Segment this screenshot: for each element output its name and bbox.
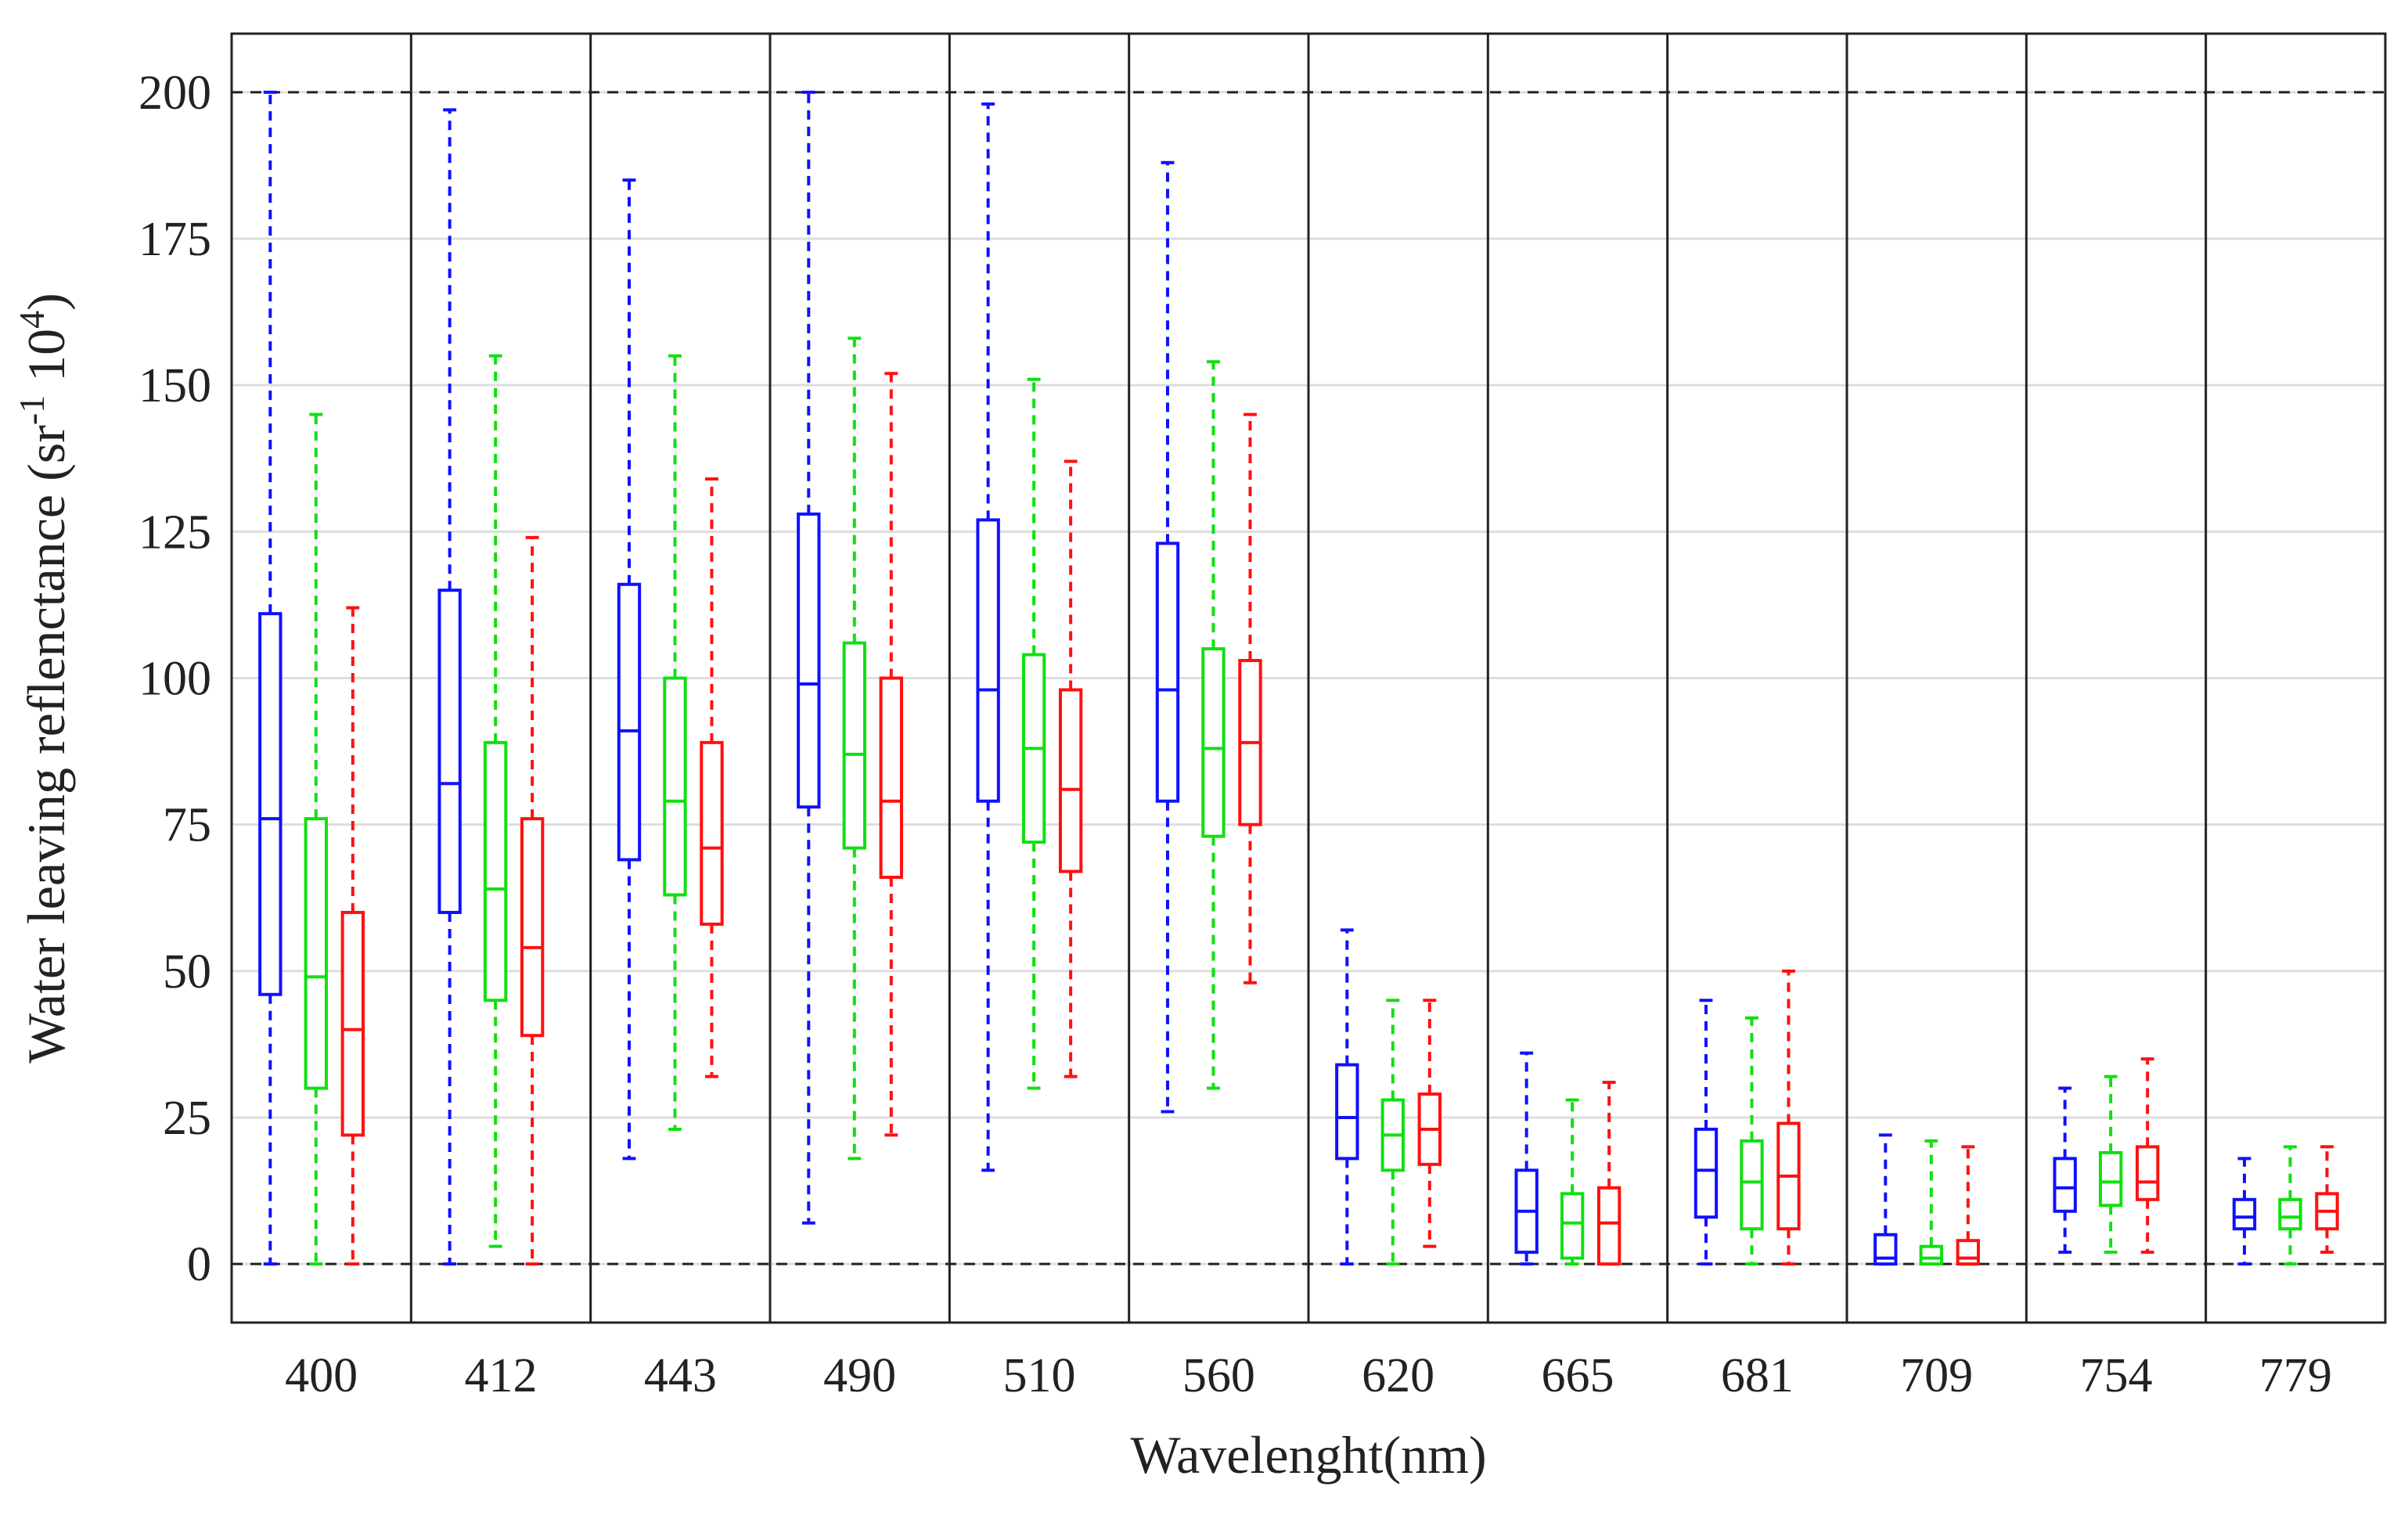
box-779-series-1 bbox=[2232, 1157, 2257, 1266]
x-tick-label: 665 bbox=[1542, 1349, 1614, 1402]
iqr-box bbox=[797, 512, 821, 809]
box-620-series-3 bbox=[1417, 999, 1442, 1248]
box-665-series-2 bbox=[1560, 1098, 1585, 1266]
iqr-box bbox=[2278, 1197, 2302, 1231]
y-tick-label: 125 bbox=[139, 506, 211, 559]
box-709-series-1 bbox=[1873, 1133, 1898, 1266]
x-tick-label: 620 bbox=[1362, 1349, 1434, 1402]
iqr-box bbox=[976, 518, 1000, 803]
y-axis-label-end: ) bbox=[16, 293, 76, 311]
box-400-series-3 bbox=[340, 606, 365, 1266]
iqr-box bbox=[437, 589, 462, 914]
iqr-box bbox=[1335, 1063, 1359, 1161]
box-400-series-1 bbox=[258, 90, 283, 1266]
box-560-series-3 bbox=[1238, 412, 1262, 984]
x-tick-label: 681 bbox=[1721, 1349, 1794, 1402]
box-443-series-1 bbox=[617, 178, 642, 1161]
y-tick-label: 25 bbox=[163, 1092, 211, 1145]
iqr-box bbox=[1058, 688, 1083, 873]
iqr-box bbox=[2135, 1145, 2160, 1201]
box-412-series-3 bbox=[520, 535, 545, 1266]
box-490-series-3 bbox=[879, 372, 903, 1137]
iqr-box bbox=[1596, 1186, 1622, 1266]
x-tick-label: 779 bbox=[2259, 1349, 2332, 1402]
iqr-box bbox=[1201, 647, 1226, 838]
iqr-box bbox=[483, 740, 508, 1002]
x-tick-label: 709 bbox=[1900, 1349, 1973, 1402]
iqr-box bbox=[1919, 1244, 1943, 1266]
x-tick-label: 510 bbox=[1003, 1349, 1076, 1402]
y-tick-label: 0 bbox=[187, 1238, 211, 1291]
iqr-box bbox=[700, 740, 724, 926]
iqr-box bbox=[617, 582, 642, 862]
box-754-series-2 bbox=[2098, 1074, 2123, 1254]
box-510-series-1 bbox=[976, 102, 1000, 1172]
x-tick-label: 400 bbox=[285, 1349, 358, 1402]
box-443-series-3 bbox=[700, 477, 724, 1078]
box-490-series-1 bbox=[797, 90, 821, 1225]
box-681-series-3 bbox=[1776, 969, 1801, 1266]
iqr-box bbox=[879, 676, 903, 880]
x-tick-label: 490 bbox=[823, 1349, 896, 1402]
box-560-series-1 bbox=[1155, 160, 1180, 1114]
box-681-series-1 bbox=[1694, 999, 1719, 1266]
box-510-series-3 bbox=[1058, 459, 1083, 1078]
iqr-box bbox=[1155, 542, 1180, 803]
box-779-series-3 bbox=[2315, 1145, 2339, 1254]
iqr-box bbox=[1956, 1239, 1980, 1266]
iqr-box bbox=[663, 676, 687, 897]
box-779-series-2 bbox=[2278, 1145, 2302, 1266]
iqr-box bbox=[304, 817, 328, 1090]
box-443-series-2 bbox=[663, 354, 687, 1131]
box-490-series-2 bbox=[842, 337, 866, 1161]
y-tick-label: 50 bbox=[163, 945, 211, 999]
iqr-box bbox=[1560, 1192, 1585, 1260]
y-tick-label: 75 bbox=[163, 799, 211, 852]
iqr-box bbox=[1694, 1127, 1719, 1219]
x-tick-label: 560 bbox=[1182, 1349, 1255, 1402]
box-400-series-2 bbox=[304, 412, 328, 1266]
iqr-box bbox=[842, 641, 866, 850]
iqr-box bbox=[2232, 1197, 2257, 1231]
box-754-series-3 bbox=[2135, 1057, 2160, 1254]
box-665-series-3 bbox=[1596, 1081, 1622, 1266]
y-axis-label-text: Water leaving reflenctance (sr bbox=[16, 425, 76, 1064]
box-681-series-2 bbox=[1740, 1016, 1764, 1266]
box-709-series-2 bbox=[1919, 1139, 1943, 1266]
y-tick-labels: 0 25 50 75 100 125 150 175 200 bbox=[139, 67, 211, 1291]
iqr-box bbox=[1740, 1139, 1764, 1231]
box-560-series-2 bbox=[1201, 360, 1226, 1090]
box-709-series-3 bbox=[1956, 1145, 1980, 1266]
y-tick-label: 175 bbox=[139, 213, 211, 266]
iqr-box bbox=[258, 612, 283, 996]
plot-frame bbox=[230, 32, 2387, 1324]
x-tick-label: 443 bbox=[644, 1349, 717, 1402]
iqr-box bbox=[520, 817, 545, 1038]
y-axis-label-sup1: -1 bbox=[12, 395, 52, 425]
iqr-box bbox=[2098, 1150, 2123, 1208]
x-tick-label: 412 bbox=[465, 1349, 538, 1402]
category-dividers bbox=[409, 34, 2208, 1323]
iqr-box bbox=[2053, 1157, 2077, 1213]
box-620-series-2 bbox=[1380, 999, 1405, 1266]
boxes bbox=[258, 90, 2339, 1266]
box-665-series-1 bbox=[1514, 1051, 1539, 1266]
iqr-box bbox=[340, 910, 365, 1137]
x-tick-label: 754 bbox=[2080, 1349, 2153, 1402]
y-tick-label: 200 bbox=[139, 67, 211, 120]
x-tick-labels: 400 412 443 490 510 560 620 665 681 709 754 779 bbox=[285, 1349, 2332, 1402]
box-510-series-2 bbox=[1021, 377, 1046, 1090]
y-axis-label: Water leaving reflenctance (sr-1 104) bbox=[12, 293, 76, 1064]
y-tick-label: 150 bbox=[139, 359, 211, 412]
box-412-series-2 bbox=[483, 354, 508, 1248]
y-tick-label: 100 bbox=[139, 653, 211, 706]
y-axis-label-sup2: 4 bbox=[12, 311, 52, 329]
y-axis-label-mid: 10 bbox=[16, 329, 76, 395]
box-620-series-1 bbox=[1335, 928, 1359, 1266]
box-754-series-1 bbox=[2053, 1086, 2077, 1254]
box-412-series-1 bbox=[437, 108, 462, 1266]
x-axis-label: Wavelenght(nm) bbox=[1130, 1425, 1486, 1485]
